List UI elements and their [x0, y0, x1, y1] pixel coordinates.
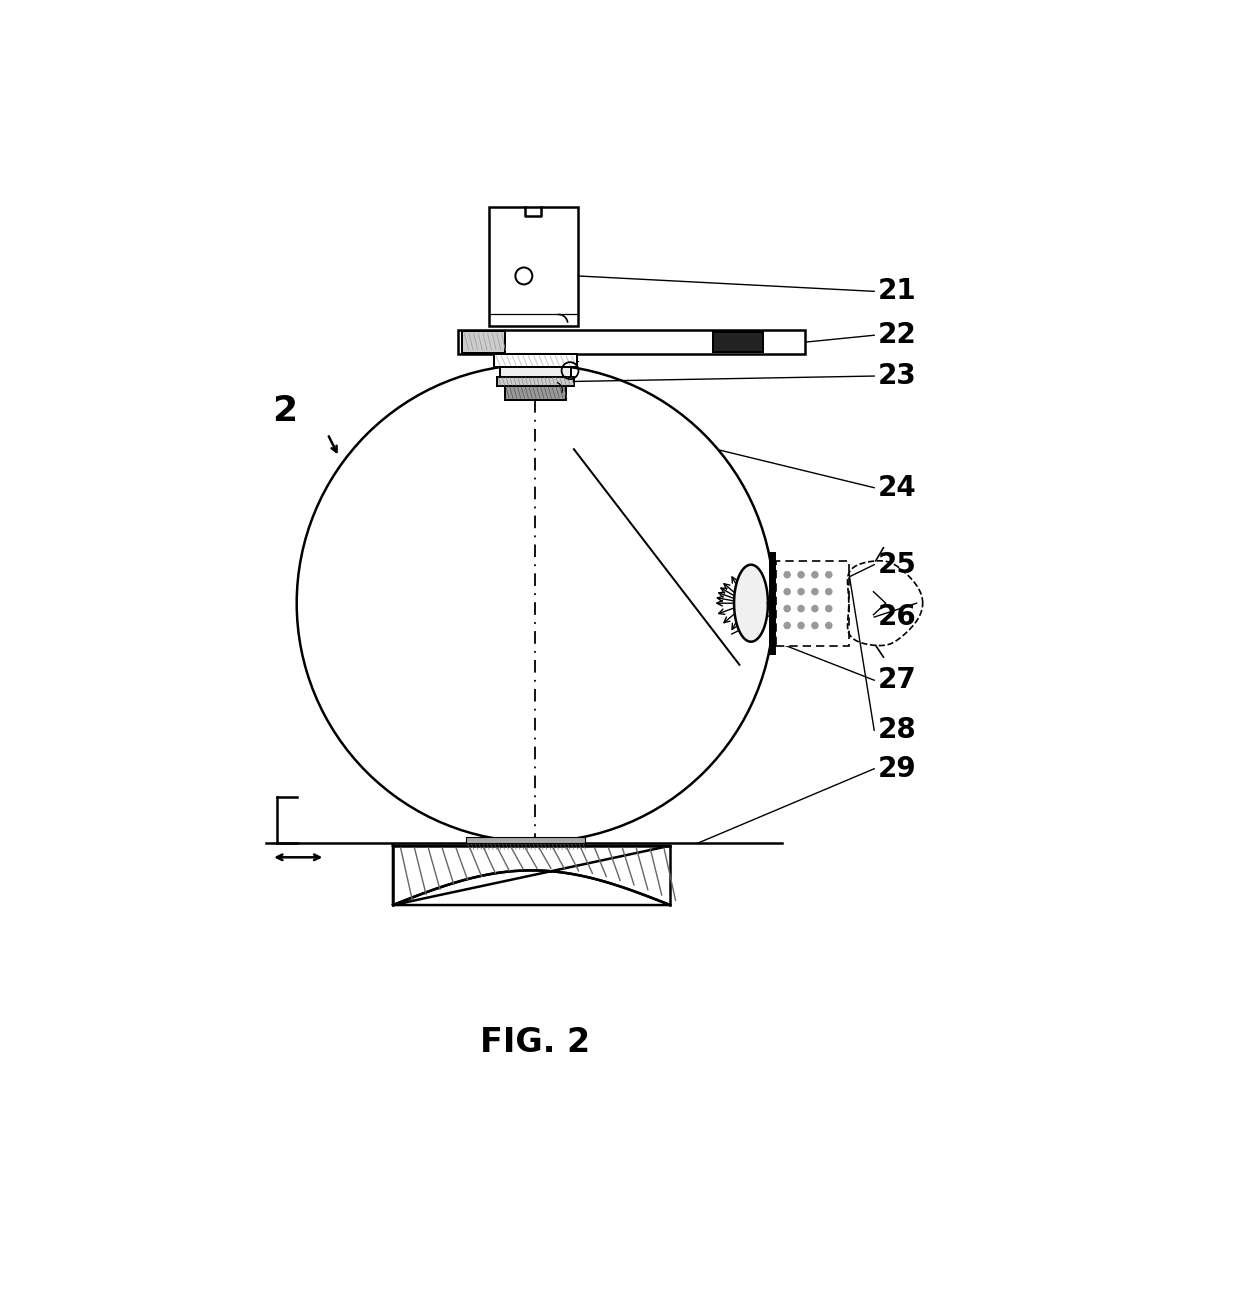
Bar: [497, 377, 574, 386]
Circle shape: [799, 589, 804, 595]
Text: 24: 24: [878, 474, 916, 501]
Circle shape: [812, 606, 818, 612]
Text: 25: 25: [878, 551, 916, 578]
Bar: [466, 837, 585, 843]
Bar: [494, 355, 577, 367]
Bar: [490, 206, 578, 326]
Circle shape: [812, 622, 818, 629]
Circle shape: [826, 606, 832, 612]
Polygon shape: [734, 565, 768, 642]
Polygon shape: [393, 846, 670, 906]
Bar: [500, 367, 570, 377]
Text: 2: 2: [272, 394, 298, 428]
Bar: [505, 386, 567, 399]
Bar: [459, 330, 805, 355]
Text: 22: 22: [878, 321, 916, 350]
Circle shape: [826, 622, 832, 629]
Circle shape: [784, 572, 790, 578]
Circle shape: [812, 572, 818, 578]
Circle shape: [784, 589, 790, 595]
Text: FIG. 2: FIG. 2: [480, 1026, 590, 1058]
Text: 23: 23: [878, 361, 916, 390]
Bar: [776, 561, 849, 646]
Text: 28: 28: [878, 716, 916, 744]
Circle shape: [799, 572, 804, 578]
Bar: [463, 331, 505, 352]
Circle shape: [826, 572, 832, 578]
Circle shape: [799, 606, 804, 612]
Bar: [713, 333, 763, 352]
Text: 26: 26: [878, 603, 916, 632]
Circle shape: [784, 606, 790, 612]
Text: 27: 27: [878, 666, 916, 694]
Text: 29: 29: [878, 754, 916, 783]
Text: 21: 21: [878, 278, 916, 305]
Circle shape: [799, 622, 804, 629]
Circle shape: [826, 589, 832, 595]
Circle shape: [784, 622, 790, 629]
Circle shape: [812, 589, 818, 595]
